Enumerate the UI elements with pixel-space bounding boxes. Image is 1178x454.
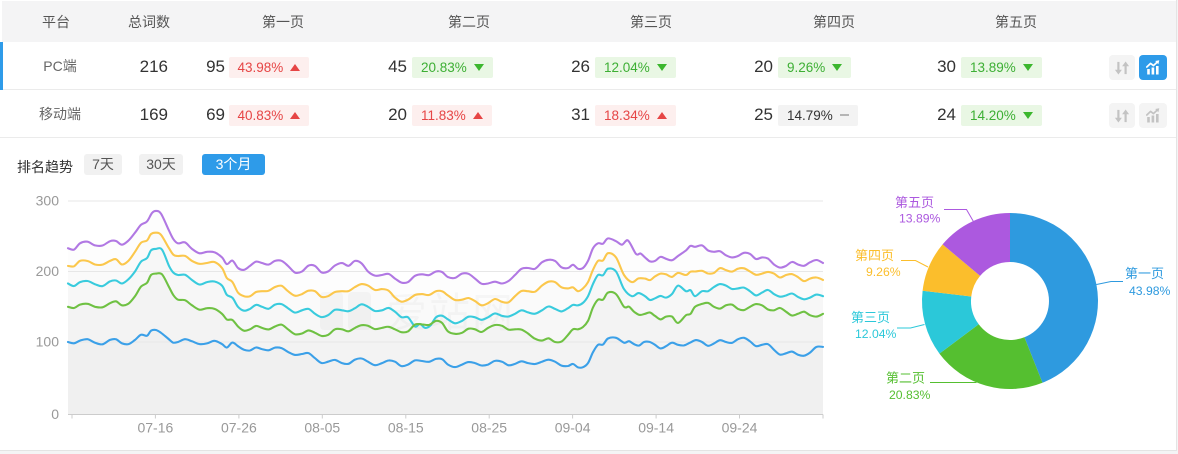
- svg-text:43.98%: 43.98%: [1129, 284, 1170, 298]
- svg-text:08-05: 08-05: [304, 420, 340, 436]
- svg-text:20.83%: 20.83%: [889, 388, 930, 402]
- svg-text:100: 100: [36, 334, 60, 350]
- svg-text:07-16: 07-16: [137, 420, 173, 436]
- svg-text:09-14: 09-14: [638, 420, 674, 436]
- svg-text:09-24: 09-24: [722, 420, 758, 436]
- svg-text:12.04%: 12.04%: [855, 327, 896, 341]
- svg-text:08-15: 08-15: [388, 420, 424, 436]
- svg-text:08-25: 08-25: [471, 420, 507, 436]
- svg-text:13.89%: 13.89%: [899, 212, 940, 226]
- svg-text:09-04: 09-04: [555, 420, 591, 436]
- svg-text:第三页: 第三页: [851, 310, 890, 325]
- svg-text:第五页: 第五页: [895, 195, 934, 210]
- svg-text:07-26: 07-26: [221, 420, 257, 436]
- svg-text:9.26%: 9.26%: [866, 265, 901, 279]
- svg-text:200: 200: [36, 263, 60, 279]
- svg-text:第四页: 第四页: [855, 248, 894, 263]
- svg-text:0: 0: [51, 406, 59, 422]
- svg-text:第一页: 第一页: [1125, 266, 1164, 281]
- svg-text:第二页: 第二页: [886, 371, 925, 386]
- svg-text:300: 300: [36, 193, 60, 209]
